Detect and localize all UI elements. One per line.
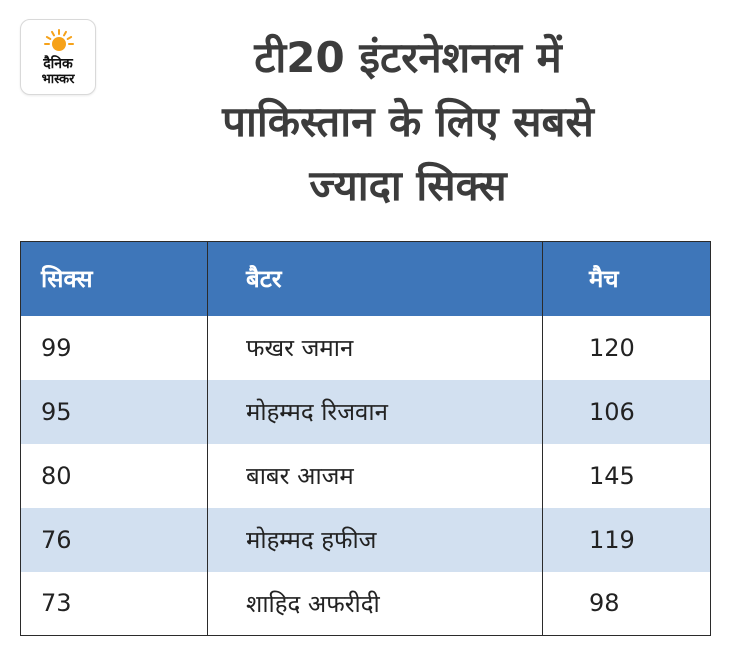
logo-text-bhaskar: भास्कर (41, 72, 75, 87)
title-line-1: टी20 इंटरनेशनल में (254, 33, 562, 82)
table-header-row: सिक्स बैटर मैच (20, 241, 711, 316)
cell-batter: बाबर आजम (207, 443, 543, 508)
table-row: 76 मोहम्मद हफीज 119 (20, 507, 711, 572)
page-title: टी20 इंटरनेशनल में पाकिस्तान के लिए सबसे… (100, 26, 716, 218)
cell-matches: 106 (542, 379, 711, 444)
cell-batter: शाहिद अफरीदी (207, 571, 543, 636)
table-row: 95 मोहम्मद रिजवान 106 (20, 379, 711, 444)
column-header-matches: मैच (542, 241, 711, 316)
title-line-2: पाकिस्तान के लिए सबसे (222, 97, 594, 146)
column-header-batter: बैटर (207, 241, 543, 316)
cell-sixes: 80 (20, 443, 208, 508)
table-row: 80 बाबर आजम 145 (20, 443, 711, 508)
column-header-sixes: सिक्स (20, 241, 208, 316)
cell-sixes: 73 (20, 571, 208, 636)
sun-icon (44, 29, 74, 51)
cell-matches: 145 (542, 443, 711, 508)
sixes-table: सिक्स बैटर मैच 99 फखर जमान 120 95 मोहम्म… (20, 241, 711, 636)
table-row: 73 शाहिद अफरीदी 98 (20, 571, 711, 636)
cell-sixes: 95 (20, 379, 208, 444)
cell-batter: मोहम्मद हफीज (207, 507, 543, 572)
dainik-bhaskar-logo: दैनिक भास्कर (20, 19, 96, 95)
table-row: 99 फखर जमान 120 (20, 315, 711, 380)
cell-sixes: 99 (20, 315, 208, 380)
cell-batter: मोहम्मद रिजवान (207, 379, 543, 444)
cell-matches: 120 (542, 315, 711, 380)
cell-matches: 119 (542, 507, 711, 572)
logo-text-dainik: दैनिक (43, 56, 73, 72)
cell-batter: फखर जमान (207, 315, 543, 380)
cell-matches: 98 (542, 571, 711, 636)
title-line-3: ज्यादा सिक्स (309, 161, 507, 210)
cell-sixes: 76 (20, 507, 208, 572)
